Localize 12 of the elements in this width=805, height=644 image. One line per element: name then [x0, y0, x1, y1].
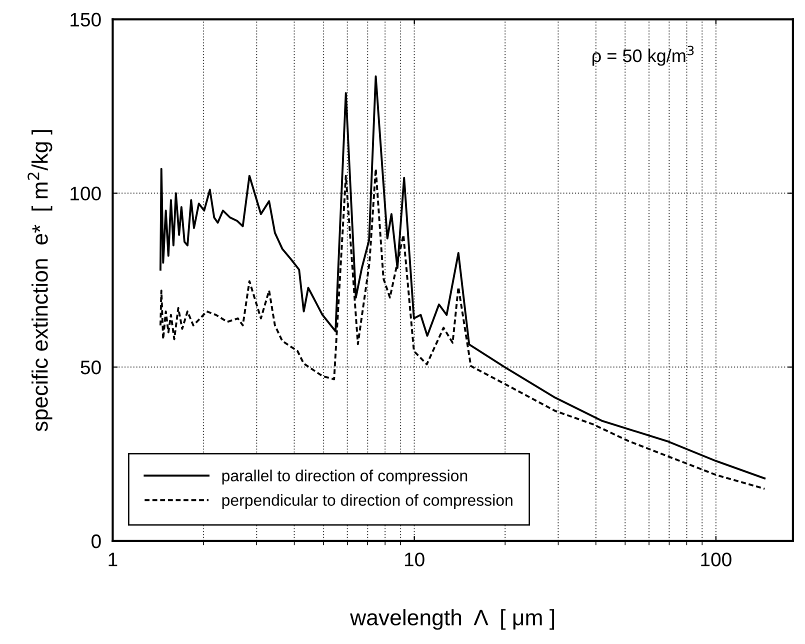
- x-axis-title: wavelength Λ [ μm ]: [350, 609, 554, 630]
- x-tick-label: 100: [701, 552, 732, 566]
- legend-label: perpendicular to direction of compression: [222, 494, 512, 510]
- y-tick-label: 50: [80, 360, 101, 374]
- legend-label: parallel to direction of compression: [222, 470, 468, 485]
- annotation: ρ = 50 kg/m$^{3}$: [592, 46, 694, 66]
- y-tick-label: 0: [92, 534, 101, 548]
- y-tick-label: 100: [70, 186, 101, 200]
- y-tick-label: 150: [70, 12, 101, 27]
- y-axis-title: specific extinction e* [ m$^{2}$/kg ]: [28, 130, 52, 432]
- x-tick-label: 1: [108, 552, 118, 566]
- x-tick-label: 10: [404, 552, 424, 566]
